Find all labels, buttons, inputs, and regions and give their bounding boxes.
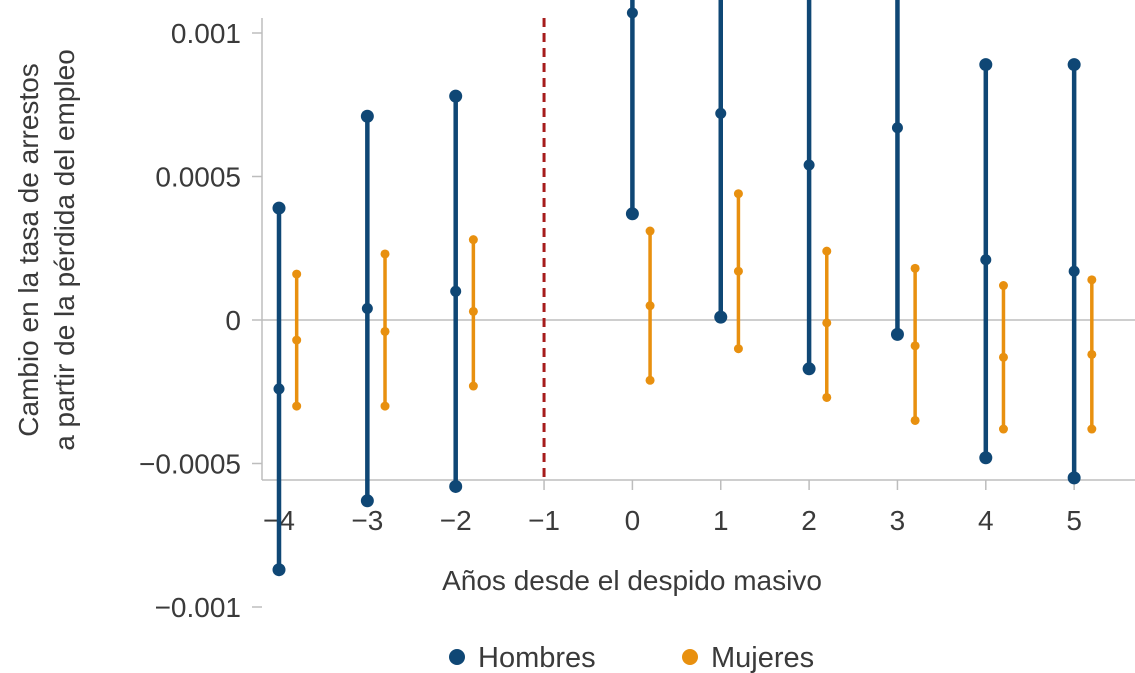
ci-low-point bbox=[714, 310, 728, 324]
ci-low-point bbox=[998, 424, 1008, 434]
ci-low-point bbox=[449, 479, 463, 493]
estimate-point bbox=[715, 107, 727, 119]
x-axis-title: Años desde el despido masivo bbox=[442, 565, 822, 596]
legend-item-mujeres: Mujeres bbox=[682, 642, 814, 673]
ci-high-point bbox=[645, 226, 655, 236]
ci-low-point bbox=[380, 401, 390, 411]
ci-low-point bbox=[1067, 471, 1081, 485]
series-layer bbox=[272, 0, 1097, 577]
estimate-point bbox=[273, 383, 285, 395]
ci-low-point bbox=[272, 563, 286, 577]
y-tick-label: 0 bbox=[225, 305, 241, 336]
estimate-point bbox=[822, 318, 832, 328]
estimate-point bbox=[626, 7, 638, 19]
legend-marker-hombres bbox=[449, 649, 465, 665]
series-hombres bbox=[272, 0, 1081, 577]
estimate-point bbox=[733, 266, 743, 276]
estimate-point bbox=[1087, 349, 1097, 359]
ci-high-point bbox=[468, 235, 478, 245]
estimate-point bbox=[980, 254, 992, 266]
ci-high-point bbox=[380, 249, 390, 259]
x-tick-label: 4 bbox=[978, 505, 994, 536]
ci-low-point bbox=[292, 401, 302, 411]
x-tick-label: −2 bbox=[440, 505, 472, 536]
estimate-point bbox=[1068, 265, 1080, 277]
ci-high-point bbox=[1087, 275, 1097, 285]
ci-high-point bbox=[272, 201, 286, 215]
legend-label-hombres: Hombres bbox=[478, 642, 596, 673]
ci-low-point bbox=[979, 451, 993, 465]
x-tick-label: 1 bbox=[713, 505, 729, 536]
y-tick-label: 0.001 bbox=[171, 18, 241, 49]
series-mujeres bbox=[292, 189, 1097, 434]
legend: Hombres Mujeres bbox=[449, 642, 814, 673]
ci-high-point bbox=[292, 269, 302, 279]
estimate-point bbox=[450, 285, 462, 297]
ci-low-point bbox=[822, 392, 832, 402]
estimate-point bbox=[891, 122, 903, 134]
estimate-point bbox=[910, 341, 920, 351]
ci-high-point bbox=[998, 281, 1008, 291]
x-tick-label: 2 bbox=[801, 505, 817, 536]
y-axis-title-line-1: Cambio en la tasa de arrestos bbox=[13, 63, 44, 437]
ci-low-point bbox=[802, 362, 816, 376]
legend-label-mujeres: Mujeres bbox=[711, 642, 814, 673]
ci-high-point bbox=[1067, 58, 1081, 72]
estimate-point bbox=[361, 303, 373, 315]
ci-low-point bbox=[468, 381, 478, 391]
ci-high-point bbox=[979, 58, 993, 72]
ci-low-point bbox=[890, 327, 904, 341]
ci-high-point bbox=[822, 246, 832, 256]
y-axis-title-line-2: a partir de la pérdida del empleo bbox=[49, 49, 80, 451]
estimate-point bbox=[380, 326, 390, 336]
y-tick-label: −0.001 bbox=[155, 592, 241, 623]
estimate-point bbox=[803, 159, 815, 171]
x-tick-label: −1 bbox=[528, 505, 560, 536]
ci-high-point bbox=[360, 109, 374, 123]
ci-low-point bbox=[910, 415, 920, 425]
ci-low-point bbox=[625, 207, 639, 221]
legend-marker-mujeres bbox=[682, 649, 698, 665]
x-tick-label: −3 bbox=[351, 505, 383, 536]
ci-high-point bbox=[449, 89, 463, 103]
estimate-point bbox=[468, 306, 478, 316]
estimate-point bbox=[998, 352, 1008, 362]
ci-low-point bbox=[1087, 424, 1097, 434]
x-tick-label: 0 bbox=[625, 505, 641, 536]
y-tick-label: 0.0005 bbox=[155, 162, 241, 193]
ci-high-point bbox=[910, 263, 920, 273]
ci-high-point bbox=[733, 189, 743, 199]
estimate-point bbox=[292, 335, 302, 345]
estimate-point bbox=[645, 301, 655, 311]
axes bbox=[261, 18, 1135, 481]
x-tick-label: 5 bbox=[1066, 505, 1082, 536]
ci-low-point bbox=[645, 375, 655, 385]
ci-low-point bbox=[360, 494, 374, 508]
legend-item-hombres: Hombres bbox=[449, 642, 596, 673]
ci-low-point bbox=[733, 344, 743, 354]
x-tick-label: 3 bbox=[890, 505, 906, 536]
y-tick-label: −0.0005 bbox=[139, 449, 241, 480]
